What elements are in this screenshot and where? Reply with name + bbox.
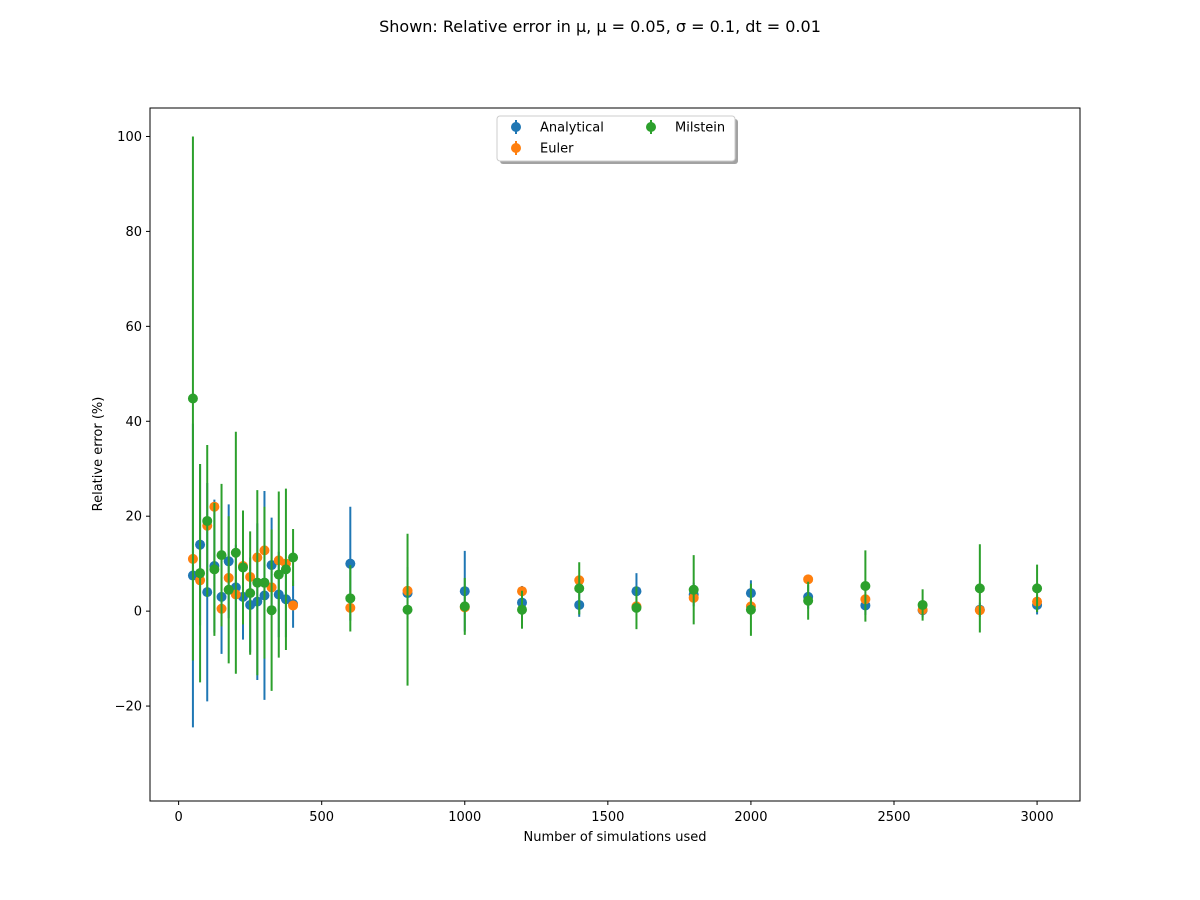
milstein-point: [209, 564, 220, 575]
y-tick-label: 80: [125, 225, 142, 240]
milstein-point: [238, 562, 248, 573]
x-tick-label: 1000: [448, 810, 481, 825]
milstein-point: [266, 605, 277, 616]
y-tick-label: 20: [125, 510, 142, 525]
milstein-point: [245, 588, 256, 599]
x-tick-label: 500: [309, 810, 334, 825]
y-tick-label: −20: [115, 700, 142, 715]
x-tick-label: 2000: [734, 810, 767, 825]
legend-analytical-label: Analytical: [540, 121, 604, 136]
milstein-point: [517, 604, 527, 615]
milstein-point: [402, 604, 413, 615]
milstein-point: [187, 393, 198, 404]
milstein-point: [288, 552, 299, 563]
milstein-point: [574, 583, 585, 594]
milstein-point: [273, 569, 284, 580]
milstein-point: [745, 604, 756, 615]
legend-box: [496, 115, 736, 162]
legend: Analytical Euler Milstein: [496, 115, 738, 164]
milstein-point: [259, 577, 270, 588]
series-milstein: [187, 136, 1043, 691]
analytical-point: [345, 558, 356, 569]
chart-title: Shown: Relative error in μ, μ = 0.05, σ …: [379, 17, 821, 36]
milstein-point: [280, 564, 291, 575]
milstein-point: [216, 550, 227, 561]
x-tick-label: 2500: [877, 810, 910, 825]
x-axis-label: Number of simulations used: [524, 830, 707, 845]
milstein-point: [345, 593, 356, 604]
milstein-point: [223, 584, 234, 595]
milstein-point: [688, 584, 699, 595]
milstein-point: [917, 599, 928, 610]
legend-milstein-label: Milstein: [675, 121, 725, 136]
milstein-point: [202, 515, 213, 526]
euler-point: [288, 600, 299, 611]
milstein-point: [803, 595, 814, 606]
legend-analytical-marker-swatch: [511, 122, 521, 132]
euler-point: [803, 574, 814, 585]
y-tick-label: 60: [125, 320, 142, 335]
x-tick-label: 0: [174, 810, 182, 825]
legend-euler-marker-swatch: [511, 143, 521, 153]
milstein-point: [860, 580, 871, 591]
axes-layer: 0 500 1000 1500 2000 2500 3000 −20 0 20 40 60 80 100: [115, 130, 1054, 825]
milstein-point: [974, 583, 985, 594]
y-tick-label: 0: [134, 605, 142, 620]
milstein-point: [1032, 583, 1043, 594]
y-tick-label: 100: [117, 130, 142, 145]
milstein-point: [631, 602, 642, 613]
milstein-point: [195, 568, 206, 579]
legend-milstein-marker-swatch: [646, 122, 656, 132]
series-layer: [187, 136, 1043, 728]
x-tick-label: 1500: [591, 810, 624, 825]
x-tick-label: 3000: [1021, 810, 1054, 825]
y-tick-label: 40: [125, 415, 142, 430]
milstein-point: [230, 547, 241, 558]
milstein-point: [252, 577, 263, 588]
plot-frame: [149, 107, 1081, 802]
milstein-point: [459, 601, 470, 612]
legend-euler-label: Euler: [540, 142, 574, 157]
y-axis-label: Relative error (%): [91, 397, 106, 512]
